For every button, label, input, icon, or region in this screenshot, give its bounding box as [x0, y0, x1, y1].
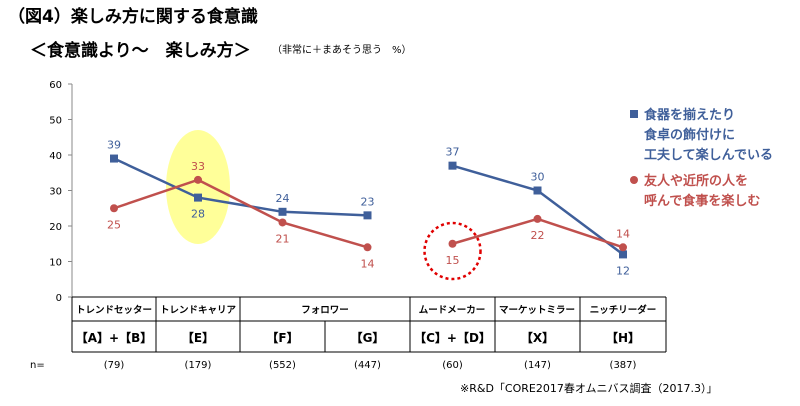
category-label: 【E】 [182, 330, 214, 345]
data-label: 22 [531, 229, 545, 242]
data-label: 37 [446, 146, 460, 159]
highlight-ellipse [166, 130, 230, 244]
dashed-highlight-circle [423, 221, 482, 281]
data-point [110, 154, 118, 163]
legend-item-blue: 食器を揃えたり 食卓の飾付けに 工夫して楽しんでいる [630, 106, 773, 166]
category-label: 【X】 [521, 330, 554, 345]
category-label: 【G】 [351, 330, 385, 345]
y-tick-label: 60 [49, 80, 62, 91]
data-label: 25 [107, 218, 121, 231]
figure-title: （図4）楽しみ方に関する食意識 [8, 7, 258, 27]
segment-label: ニッチリーダー [590, 304, 657, 316]
data-label: 30 [531, 171, 545, 184]
data-point [448, 161, 457, 170]
n-label: n= [30, 360, 45, 371]
data-point [533, 214, 542, 223]
n-value: (179) [185, 360, 212, 371]
n-value: (387) [610, 360, 637, 371]
segment-label: フォロワー [301, 305, 349, 316]
source-note: ※R&D「CORE2017春オムニバス調査（2017.3）」 [460, 382, 718, 395]
n-value: (60) [442, 360, 463, 371]
category-label: 【H】 [606, 330, 640, 345]
category-label: 【F】 [266, 330, 298, 345]
y-tick-label: 30 [49, 187, 62, 198]
data-point [533, 186, 542, 195]
series-line [113, 157, 368, 217]
data-label: 21 [276, 232, 290, 245]
data-point [194, 175, 202, 184]
y-tick-label: 0 [56, 293, 62, 304]
legend-line: 友人や近所の人を [644, 174, 749, 189]
legend-line: 食卓の飾付けに [644, 128, 736, 143]
data-point [110, 204, 118, 213]
data-point [619, 250, 627, 259]
circle-marker-icon [630, 176, 638, 184]
data-label: 39 [107, 139, 121, 152]
data-point [194, 193, 202, 202]
category-label: 【C】+【D】 [414, 330, 491, 345]
n-value: (447) [354, 360, 381, 371]
data-point [619, 243, 627, 252]
data-label: 23 [361, 195, 375, 208]
data-label: 14 [616, 227, 630, 240]
data-point [278, 207, 287, 216]
square-marker-icon [630, 110, 638, 118]
legend-line: 工夫して楽しんでいる [644, 148, 773, 163]
data-label: 15 [446, 254, 460, 267]
data-point [363, 211, 372, 220]
data-label: 12 [616, 264, 630, 277]
chart-subtitle: ＜食意識より～ 楽しみ方＞ [30, 41, 251, 61]
series-line [113, 178, 368, 249]
y-tick-label: 10 [49, 258, 62, 269]
y-tick-label: 20 [49, 222, 62, 233]
category-label: 【A】+【B】 [76, 330, 153, 345]
n-value: (79) [104, 360, 125, 371]
n-value: (552) [269, 360, 296, 371]
subtitle-note: （非常に＋まあそう思う %） [272, 45, 412, 56]
n-value: (147) [524, 360, 551, 371]
segment-label: ムードメーカー [419, 305, 486, 316]
data-point [278, 218, 287, 227]
legend-line: 呼んで食事を楽しむ [644, 194, 761, 209]
data-label: 24 [276, 192, 290, 205]
legend-line: 食器を揃えたり [644, 108, 736, 123]
legend-item-red: 友人や近所の人を 呼んで食事を楽しむ [630, 172, 760, 212]
segment-label: トレンドセッター [76, 304, 152, 316]
data-point [363, 243, 372, 252]
data-label: 14 [361, 257, 375, 270]
y-tick-label: 40 [49, 151, 62, 162]
segment-label: マーケットミラー [499, 305, 575, 316]
data-label: 28 [191, 208, 205, 221]
segment-label: トレンドキャリア [160, 305, 237, 316]
y-tick-label: 50 [49, 116, 62, 127]
data-point [448, 239, 457, 248]
data-label: 33 [191, 160, 205, 173]
